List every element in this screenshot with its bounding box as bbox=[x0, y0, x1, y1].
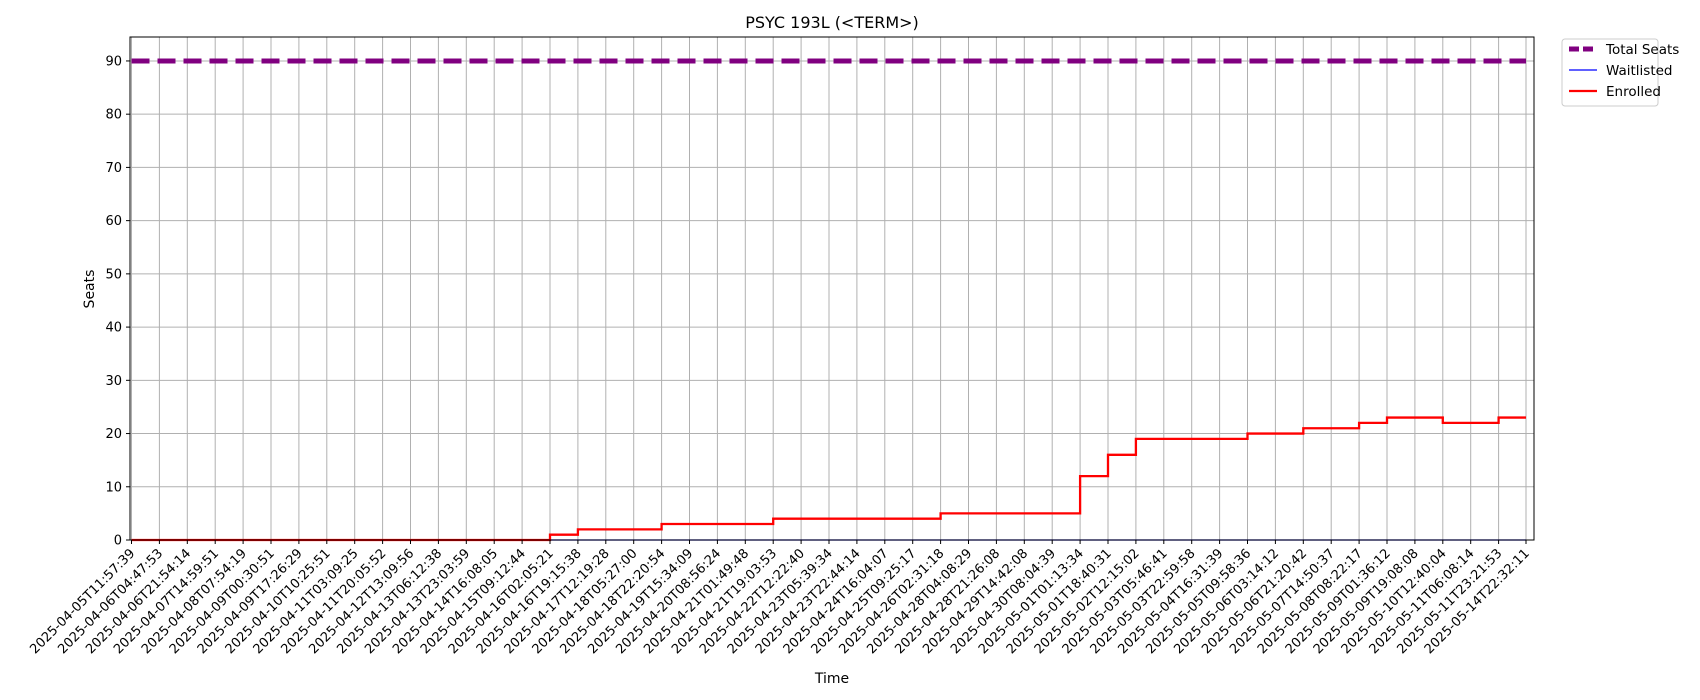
y-tick-label: 80 bbox=[105, 108, 122, 123]
legend-entry-label: Total Seats bbox=[1605, 42, 1679, 58]
legend-entry-label: Enrolled bbox=[1606, 84, 1661, 100]
grid bbox=[130, 37, 1534, 541]
chart-title: PSYC 193L (<TERM>) bbox=[745, 13, 919, 32]
y-tick-label: 60 bbox=[105, 214, 122, 229]
legend: Total Seats Waitlisted Enrolled bbox=[1561, 38, 1679, 107]
y-tick-label: 40 bbox=[105, 321, 122, 336]
y-axis: 0 10 20 30 40 50 60 70 80 90 bbox=[105, 54, 130, 549]
series-line-enrolled bbox=[131, 416, 1526, 542]
y-tick-label: 90 bbox=[105, 54, 122, 69]
y-tick-label: 10 bbox=[105, 480, 122, 495]
y-tick-label: 20 bbox=[105, 427, 122, 442]
legend-box bbox=[1561, 38, 1659, 107]
x-axis: 2025-04-05T11:57:392025-04-06T04:47:5320… bbox=[27, 540, 1533, 657]
y-tick-label: 50 bbox=[105, 267, 122, 282]
y-tick-label: 0 bbox=[114, 534, 122, 549]
y-tick-label: 70 bbox=[105, 161, 122, 176]
legend-entry-label: Waitlisted bbox=[1606, 63, 1673, 79]
y-tick-label: 30 bbox=[105, 374, 122, 389]
y-axis-title: Seats bbox=[82, 270, 98, 309]
x-axis-title: Time bbox=[814, 671, 849, 687]
plot-area-frame bbox=[129, 36, 1535, 541]
